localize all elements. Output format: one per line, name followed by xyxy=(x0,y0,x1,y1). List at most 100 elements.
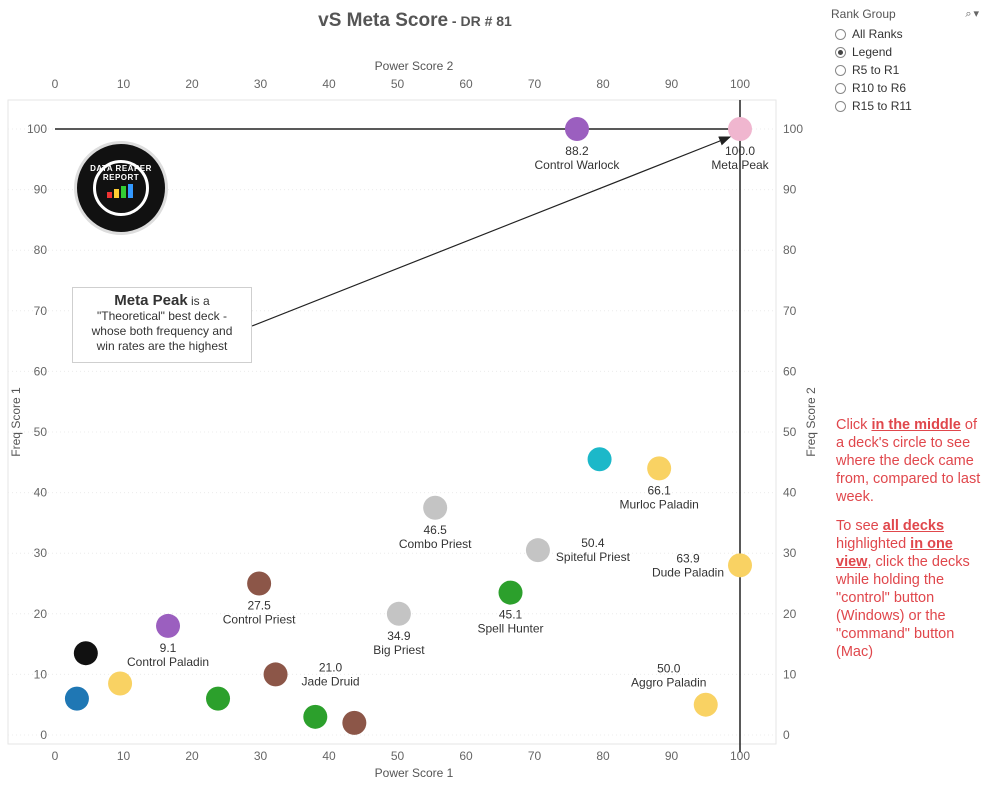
x-top-axis-title: Power Score 2 xyxy=(375,59,454,73)
point-name-label: Spell Hunter xyxy=(478,622,544,636)
rank-option-label: Legend xyxy=(852,45,893,59)
y-right-tick-label: 0 xyxy=(783,728,790,742)
rank-option-legend[interactable]: Legend xyxy=(831,43,981,61)
instr-emph: all decks xyxy=(882,518,945,534)
instr-text: , click the decks while holding the "con… xyxy=(836,554,970,660)
y-left-tick-label: 0 xyxy=(40,728,47,742)
data-point xyxy=(693,692,718,717)
x-top-tick-label: 10 xyxy=(117,77,131,91)
y-left-tick-label: 50 xyxy=(34,425,48,439)
y-right-tick-label: 20 xyxy=(783,607,797,621)
annotation-arrow xyxy=(251,136,732,327)
data-point xyxy=(386,601,411,626)
point-value-label: 63.9 xyxy=(676,551,700,565)
instr-emph: in one view xyxy=(836,536,953,570)
x-bottom-tick-label: 50 xyxy=(391,749,405,763)
x-bottom-tick-label: 60 xyxy=(459,749,473,763)
x-bottom-tick-label: 30 xyxy=(254,749,268,763)
data-point xyxy=(423,495,448,520)
rank-option-label: All Ranks xyxy=(852,27,903,41)
rank-option-all-ranks[interactable]: All Ranks xyxy=(831,25,981,43)
point-value-label: 50.4 xyxy=(581,536,605,550)
y-left-tick-label: 70 xyxy=(34,304,48,318)
radio-icon[interactable] xyxy=(835,64,846,76)
point-name-label: Meta Peak xyxy=(711,158,769,172)
y-right-tick-label: 10 xyxy=(783,667,797,681)
point-name-label: Aggro Paladin xyxy=(631,676,706,690)
y-left-tick-label: 20 xyxy=(34,607,48,621)
plot-frame xyxy=(7,99,777,745)
rank-option-r5-r1[interactable]: R5 to R1 xyxy=(831,61,981,79)
data-point xyxy=(587,447,612,472)
x-bottom-tick-label: 40 xyxy=(322,749,336,763)
point-value-label: 88.2 xyxy=(565,144,589,158)
meta-peak-callout: Meta Peak is a "Theoretical" best deck -… xyxy=(72,287,252,363)
data-point xyxy=(498,580,523,605)
x-bottom-tick-label: 10 xyxy=(117,749,131,763)
callout-bold: Meta Peak xyxy=(114,292,188,309)
radio-icon[interactable] xyxy=(835,28,846,40)
data-point xyxy=(647,456,672,481)
point-name-label: Jade Druid xyxy=(302,674,360,688)
y-right-tick-label: 40 xyxy=(783,486,797,500)
data-point xyxy=(525,538,550,563)
y-left-tick-label: 40 xyxy=(34,486,48,500)
rank-option-label: R10 to R6 xyxy=(852,81,907,95)
x-top-tick-label: 30 xyxy=(254,77,268,91)
x-top-tick-label: 20 xyxy=(185,77,199,91)
y-right-tick-label: 70 xyxy=(783,304,797,318)
point-value-label: 46.5 xyxy=(423,523,447,537)
x-top-tick-label: 100 xyxy=(730,77,750,91)
instr-text: of a deck's circle to see where the deck… xyxy=(836,417,981,505)
point-value-label: 45.1 xyxy=(499,608,523,622)
data-point xyxy=(64,686,89,711)
radio-selected-icon[interactable] xyxy=(835,46,846,58)
point-name-label: Murloc Paladin xyxy=(619,497,698,511)
radio-icon[interactable] xyxy=(835,100,846,112)
x-bottom-tick-label: 20 xyxy=(185,749,199,763)
y-right-tick-label: 100 xyxy=(783,122,803,136)
x-bottom-tick-label: 70 xyxy=(528,749,542,763)
y-right-axis-title: Freq Score 2 xyxy=(804,387,818,457)
point-value-label: 21.0 xyxy=(319,660,343,674)
point-value-label: 66.1 xyxy=(647,483,671,497)
point-value-label: 100.0 xyxy=(725,144,755,158)
search-dropdown-icon[interactable]: ⌕▾ xyxy=(965,8,981,20)
rank-option-r10-r6[interactable]: R10 to R6 xyxy=(831,79,981,97)
instructions-multi-select: To see all decks highlighted in one view… xyxy=(836,517,984,661)
y-left-tick-label: 30 xyxy=(34,546,48,560)
instr-text: Click xyxy=(836,417,872,433)
point-value-label: 27.5 xyxy=(247,599,271,613)
data-point xyxy=(206,686,231,711)
point-value-label: 34.9 xyxy=(387,629,411,643)
callout-text-1: is a xyxy=(187,294,210,308)
x-top-tick-label: 90 xyxy=(665,77,679,91)
data-point xyxy=(728,553,752,578)
y-left-tick-label: 100 xyxy=(27,122,47,136)
data-point xyxy=(342,710,367,735)
y-right-tick-label: 80 xyxy=(783,243,797,257)
radio-icon[interactable] xyxy=(835,82,846,94)
instr-emph: in the middle xyxy=(871,417,961,433)
logo-text: DATA REAPER REPORT xyxy=(90,164,152,182)
data-point xyxy=(108,671,133,696)
rank-option-r15-r11[interactable]: R15 to R11 xyxy=(831,97,981,115)
y-left-tick-label: 60 xyxy=(34,364,48,378)
y-left-tick-label: 10 xyxy=(34,667,48,681)
data-point xyxy=(156,613,181,638)
title-main: vS Meta Score xyxy=(318,10,449,31)
logo-ring xyxy=(93,160,149,216)
instr-text: highlighted xyxy=(836,536,911,552)
y-left-tick-label: 90 xyxy=(34,183,48,197)
y-right-tick-label: 50 xyxy=(783,425,797,439)
y-right-tick-label: 90 xyxy=(783,183,797,197)
data-point xyxy=(303,704,328,729)
x-bottom-tick-label: 80 xyxy=(596,749,610,763)
x-bottom-tick-label: 100 xyxy=(730,749,750,763)
point-name-label: Control Paladin xyxy=(127,655,209,669)
point-name-label: Control Warlock xyxy=(535,158,621,172)
rank-option-label: R15 to R11 xyxy=(852,99,912,113)
instructions-click: Click in the middle of a deck's circle t… xyxy=(836,416,984,506)
y-right-tick-label: 60 xyxy=(783,364,797,378)
